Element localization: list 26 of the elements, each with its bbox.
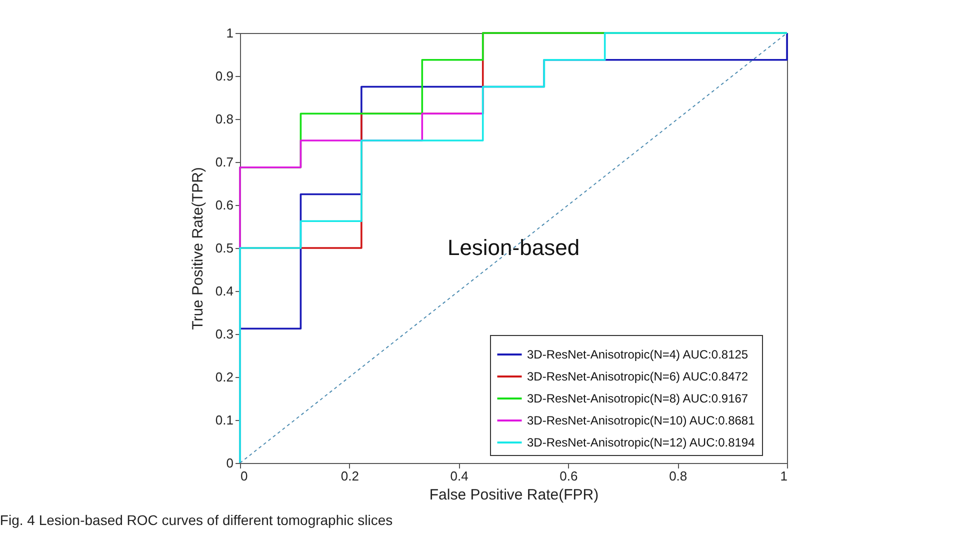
y-tick-label: 0.6	[215, 198, 234, 212]
text: Fig. 4 Lesion-based ROC curves of different tomographic slices	[0, 512, 393, 528]
y-tick-label: 0.1	[215, 412, 234, 428]
x-tick-label: 0.8	[669, 468, 688, 484]
y-tick-label: 0.2	[215, 370, 234, 384]
x-tick-label: 1	[780, 468, 788, 484]
y-tick-label: 0	[226, 456, 234, 470]
annotation: Lesion-based	[447, 235, 580, 260]
x-tick-label: 0.2	[340, 468, 359, 484]
x-tick-label: 0.6	[560, 468, 578, 484]
x-tick-label: 0	[240, 468, 248, 484]
y-tick-label: 0.3	[215, 326, 234, 342]
legend-label: 3D-ResNet-Anisotropic(N=10) AUC:0.8681	[527, 414, 756, 428]
y-tick-label: 0.9	[215, 68, 234, 84]
x-tick-label: 0.4	[450, 468, 468, 484]
y-tick-label: 0.4	[215, 284, 234, 298]
x-axis-title: False Positive Rate(FPR)	[429, 486, 599, 504]
legend-label: 3D-ResNet-Anisotropic(N=6) AUC:0.8472	[527, 370, 748, 384]
y-tick-label: 0.7	[215, 154, 234, 170]
y-tick-label: 0.8	[215, 112, 234, 126]
legend-label: 3D-ResNet-Anisotropic(N=12) AUC:0.8194	[527, 436, 756, 450]
legend-label: 3D-ResNet-Anisotropic(N=8) AUC:0.9167	[527, 392, 748, 406]
legend-label: 3D-ResNet-Anisotropic(N=4) AUC:0.8125	[527, 348, 748, 362]
y-tick-label: 1	[226, 26, 234, 40]
y-tick-label: 0.5	[215, 240, 234, 256]
y-axis-title: True Positive Rate(TPR)	[189, 167, 206, 330]
